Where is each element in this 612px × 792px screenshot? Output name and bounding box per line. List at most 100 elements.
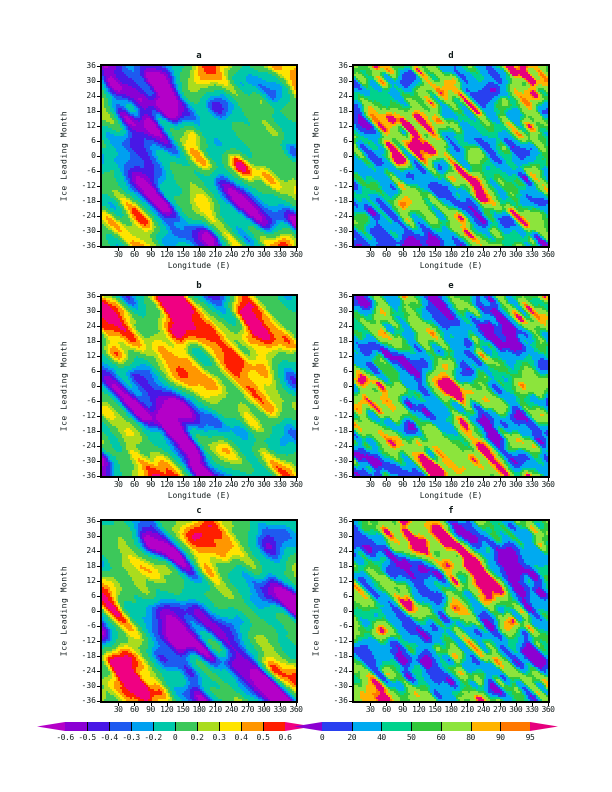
x-tick-label: 360 [541, 705, 555, 714]
x-tick-label: 330 [525, 250, 539, 259]
x-tick-label: 300 [509, 705, 523, 714]
y-tick-mark [97, 596, 100, 597]
x-tick-mark [215, 478, 217, 481]
colorbar-segment [197, 722, 219, 731]
x-tick-mark [231, 478, 233, 481]
y-tick-label: 30 [86, 76, 96, 85]
panel-title-b: b [196, 281, 202, 291]
colorbar-segment [322, 722, 352, 731]
y-tick-label: 0 [91, 151, 96, 160]
x-tick-mark [434, 703, 436, 706]
y-tick-mark [97, 476, 100, 477]
x-tick-mark [451, 703, 452, 706]
x-tick-mark [263, 703, 265, 706]
y-tick-mark [349, 356, 352, 357]
x-tick-mark [182, 703, 184, 706]
y-tick-label: 18 [338, 106, 348, 115]
y-tick-label: -24 [333, 211, 348, 220]
x-tick-label: 300 [509, 250, 523, 259]
y-tick-mark [349, 81, 352, 82]
x-tick-mark [483, 478, 485, 481]
x-tick-label: 180 [444, 705, 458, 714]
x-tick-mark [370, 703, 372, 706]
x-tick-mark [215, 248, 217, 251]
x-tick-mark [499, 703, 501, 706]
y-tick-mark [97, 656, 100, 657]
y-tick-label: -12 [81, 411, 96, 420]
x-tick-mark [499, 478, 501, 481]
y-tick-mark [349, 521, 352, 522]
x-tick-label: 120 [160, 250, 174, 259]
x-tick-label: 210 [208, 250, 222, 259]
y-tick-label: 30 [338, 76, 348, 85]
colorbar-tick-label: -0.6 [56, 733, 74, 742]
x-tick-label: 360 [289, 480, 303, 489]
y-tick-label: 12 [338, 576, 348, 585]
y-tick-mark [97, 111, 100, 112]
x-tick-label: 180 [444, 480, 458, 489]
y-tick-mark [349, 186, 352, 187]
contour-plot-b [102, 296, 296, 476]
x-tick-mark [370, 248, 372, 251]
x-tick-mark [515, 703, 517, 706]
y-tick-label: -36 [81, 696, 96, 705]
y-tick-mark [97, 311, 100, 312]
y-tick-label: -30 [81, 456, 96, 465]
colorbar-segment [87, 722, 109, 731]
colorbar-tick-label: 80 [466, 733, 475, 742]
x-tick-mark [434, 478, 436, 481]
x-tick-mark [296, 478, 297, 481]
y-axis-label-f: Ice Leading Month [311, 565, 321, 657]
y-tick-label: 24 [86, 91, 96, 100]
x-tick-mark [118, 248, 120, 251]
x-tick-mark [531, 248, 533, 251]
x-tick-mark [279, 248, 281, 251]
x-tick-mark [279, 478, 281, 481]
x-tick-label: 180 [192, 705, 206, 714]
colorbar-correlation [37, 722, 313, 731]
y-tick-label: 18 [86, 561, 96, 570]
x-tick-label: 30 [365, 705, 375, 714]
x-tick-label: 90 [146, 705, 155, 714]
colorbar-segment [109, 722, 131, 731]
x-tick-label: 180 [444, 250, 458, 259]
x-tick-mark [499, 248, 501, 251]
y-tick-label: -18 [81, 196, 96, 205]
x-tick-label: 180 [192, 480, 206, 489]
y-tick-mark [349, 686, 352, 687]
x-tick-label: 150 [176, 250, 190, 259]
x-tick-label: 330 [525, 480, 539, 489]
x-tick-label: 270 [493, 705, 506, 714]
x-tick-mark [150, 248, 152, 251]
y-tick-mark [349, 371, 352, 372]
y-tick-label: 6 [91, 591, 96, 600]
x-tick-mark [199, 248, 200, 251]
y-tick-label: 30 [86, 306, 96, 315]
y-tick-mark [97, 66, 100, 67]
y-tick-label: -24 [81, 211, 96, 220]
colorbar-tick-label: 0.5 [256, 733, 270, 742]
y-tick-label: -18 [81, 651, 96, 660]
x-tick-mark [134, 248, 136, 251]
contour-plot-c [102, 521, 296, 701]
x-tick-label: 300 [257, 480, 271, 489]
colorbar-segment [351, 722, 382, 731]
colorbar-tick-label: 60 [436, 733, 446, 742]
x-tick-label: 120 [412, 250, 426, 259]
panel-title-c: c [196, 506, 202, 516]
x-tick-label: 240 [476, 480, 490, 489]
y-tick-mark [97, 671, 100, 672]
y-tick-mark [349, 581, 352, 582]
x-tick-mark [166, 248, 168, 251]
y-tick-label: -12 [81, 636, 96, 645]
y-tick-label: 0 [343, 606, 348, 615]
plot-area-a [100, 64, 298, 248]
x-tick-mark [134, 703, 136, 706]
y-tick-mark [349, 96, 352, 97]
colorbar-tick-label: 0.4 [234, 733, 248, 742]
y-tick-label: 24 [338, 91, 348, 100]
x-tick-label: 330 [525, 705, 539, 714]
x-tick-label: 180 [192, 250, 206, 259]
x-axis-label-e: Longitude (E) [419, 491, 483, 500]
plot-area-b [100, 294, 298, 478]
